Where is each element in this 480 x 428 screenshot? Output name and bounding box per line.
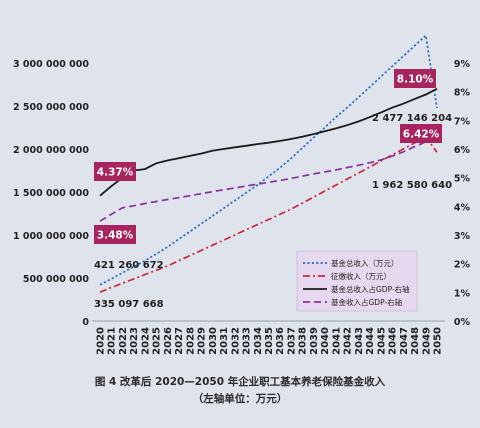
x-tick-label: 2024	[140, 327, 151, 355]
x-tick-label: 2046	[388, 327, 399, 355]
left-tick-label: 3 000 000 000	[13, 59, 89, 70]
x-tick-label: 2047	[399, 327, 410, 355]
x-tick-label: 2023	[129, 327, 140, 355]
x-tick-label: 2044	[365, 327, 376, 355]
right-tick-label: 1%	[454, 288, 471, 299]
x-tick-label: 2020	[96, 327, 107, 355]
legend-label-2: 征缴收入（万元）	[331, 271, 391, 281]
left-tick-label: 500 000 000	[23, 274, 89, 285]
left-tick-label: 2 500 000 000	[13, 102, 89, 113]
legend-label-4: 基金收入占GDP-右轴	[331, 297, 402, 307]
x-tick-label: 2032	[230, 327, 241, 355]
data-label-start-total: 421 260 672	[94, 260, 164, 271]
right-tick-label: 6%	[454, 145, 471, 156]
left-tick-label: 0	[82, 317, 89, 328]
right-tick-label: 7%	[454, 116, 471, 127]
right-tick-label: 0%	[454, 317, 471, 328]
chart: 0 500 000 000 1 000 000 000 1 500 000 000 2 …	[13, 33, 471, 355]
x-tick-label: 2030	[208, 327, 219, 355]
x-tick-label: 2034	[253, 327, 264, 355]
annotation-348-box	[94, 225, 136, 244]
annotation-810-box	[394, 69, 436, 88]
series-line-2	[99, 135, 438, 293]
series-line-3	[99, 87, 438, 197]
x-tick-label: 2045	[376, 327, 387, 355]
series-line-1	[99, 33, 438, 286]
x-tick-label: 2036	[275, 327, 286, 355]
annotation-348: 3.48%	[97, 230, 134, 242]
right-tick-label: 3%	[454, 231, 471, 242]
right-tick-label: 8%	[454, 88, 471, 99]
x-tick-label: 2026	[163, 327, 174, 355]
annotation-810: 8.10%	[397, 74, 434, 86]
x-tick-label: 2049	[421, 327, 432, 355]
series-line-4	[99, 136, 438, 222]
left-tick-label: 2 000 000 000	[13, 145, 89, 156]
annotation-642-box	[400, 124, 442, 143]
right-tick-label: 5%	[454, 174, 471, 185]
data-label-end-total: 2 477 146 204	[372, 113, 452, 124]
x-tick-label: 2031	[219, 327, 230, 355]
x-tick-label: 2050	[433, 327, 444, 355]
x-tick-label: 2048	[410, 327, 421, 355]
annotation-437: 4.37%	[97, 167, 134, 179]
x-tick-label: 2022	[118, 327, 129, 355]
left-tick-label: 1 500 000 000	[13, 188, 89, 199]
x-tick-label: 2027	[174, 327, 185, 355]
right-tick-label: 4%	[454, 202, 471, 213]
x-tick-label: 2029	[197, 327, 208, 355]
data-label-start-levy: 335 097 668	[94, 299, 164, 310]
left-tick-label: 1 000 000 000	[13, 231, 89, 242]
x-tick-label: 2038	[298, 327, 309, 355]
right-tick-label: 9%	[454, 59, 471, 70]
legend-box	[296, 250, 418, 312]
figure-caption: 图 4 改革后 2020—2050 年企业职工基本养老保险基金收入	[94, 376, 386, 388]
x-tick-label: 2033	[242, 327, 253, 355]
x-tick-label: 2037	[286, 327, 297, 355]
x-tick-label: 2035	[264, 327, 275, 355]
x-tick-label: 2043	[354, 327, 365, 355]
legend-label-1: 基金总收入（万元）	[331, 258, 399, 268]
x-tick-label: 2040	[320, 327, 331, 355]
x-tick-label: 2039	[309, 327, 320, 355]
legend-label-3: 基金总收入占GDP-右轴	[331, 284, 410, 294]
x-tick-label: 2028	[185, 327, 196, 355]
right-tick-label: 2%	[454, 260, 471, 271]
figure-subcaption: （左轴单位：万元）	[192, 393, 288, 405]
x-tick-label: 2021	[107, 327, 118, 355]
x-tick-label: 2042	[343, 327, 354, 355]
x-tick-label: 2041	[331, 327, 342, 355]
data-label-end-levy: 1 962 580 640	[372, 180, 452, 191]
x-tick-label: 2025	[152, 327, 163, 355]
annotation-437-box	[94, 162, 136, 181]
annotation-642: 6.42%	[403, 129, 440, 141]
